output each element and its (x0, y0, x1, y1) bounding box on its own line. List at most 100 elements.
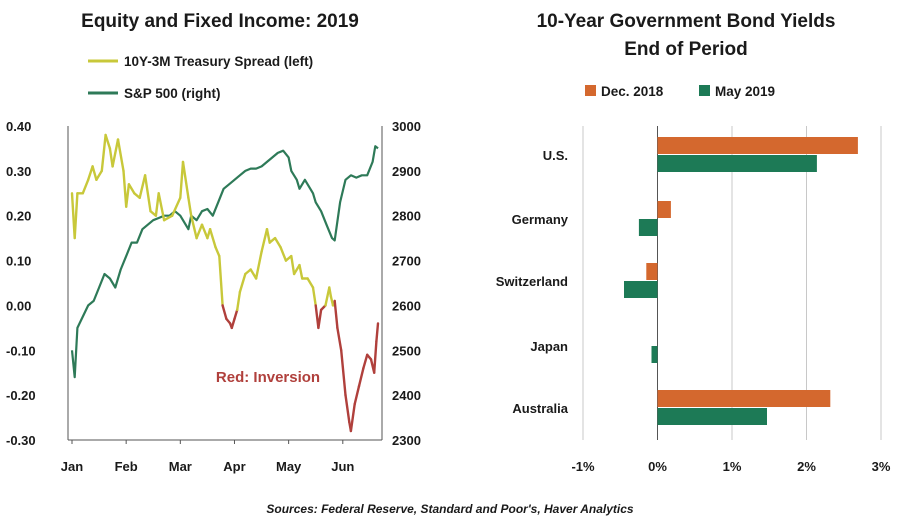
right-chart-title-line2: End of Period (624, 39, 748, 60)
right-y-ticks: 3000 2900 2800 2700 2600 2500 2400 2300 (392, 119, 421, 448)
bar-dec2018 (657, 201, 671, 218)
spread-line-segment (328, 286, 333, 298)
left-y-tick-label: 0.20 (6, 209, 31, 224)
right-y-tick-label: 2300 (392, 433, 421, 448)
left-plot-area (67, 126, 383, 441)
bar-category-label: Switzerland (496, 274, 568, 289)
bar-x-tick-label: 3% (872, 459, 891, 474)
spread-line-segment (298, 263, 304, 280)
legend-label-sp500: S&P 500 (right) (124, 86, 221, 101)
bar-category-label: Germany (512, 212, 569, 227)
equity-fixed-income-chart: Equity and Fixed Income: 2019 10Y-3M Tre… (6, 11, 421, 474)
right-chart-title-line1: 10-Year Government Bond Yields (537, 11, 836, 32)
left-x-tick-label: Mar (169, 459, 192, 474)
source-note: Sources: Federal Reserve, Standard and P… (266, 502, 634, 516)
spread-inversion-segment (362, 353, 369, 370)
spread-inversion-segment (333, 299, 339, 330)
spread-inversion-segment (340, 349, 347, 397)
spread-line-segment (200, 223, 209, 240)
spread-line-segment (116, 138, 125, 173)
spread-inversion-segment (221, 304, 228, 321)
spread-line-segment (311, 286, 317, 307)
bar-x-tick-label: -1% (571, 459, 595, 474)
left-series (70, 133, 380, 433)
inversion-annotation: Red: Inversion (216, 369, 320, 386)
left-x-ticks: Jan Feb Mar Apr May Jun (61, 440, 354, 474)
left-chart-title: Equity and Fixed Income: 2019 (81, 11, 359, 32)
left-y-tick-label: 0.10 (6, 254, 31, 269)
spread-inversion-segment (373, 340, 378, 374)
spread-inversion-segment (357, 367, 365, 388)
right-y-tick-label: 2700 (392, 254, 421, 269)
bar-chart-category-labels: U.S. Germany Switzerland Japan Australia (496, 148, 569, 416)
left-y-tick-label: -0.20 (6, 388, 36, 403)
spread-inversion-segment (375, 322, 380, 343)
bar-dec2018 (646, 263, 658, 280)
spread-line-segment (127, 183, 136, 195)
left-y-tick-label: -0.10 (6, 343, 36, 358)
right-y-tick-label: 3000 (392, 119, 421, 134)
bar-x-tick-label: 2% (797, 459, 816, 474)
spread-line-segment (279, 245, 288, 262)
spread-line-segment (208, 227, 217, 249)
left-x-tick-label: May (276, 459, 302, 474)
legend-swatch-may2019 (699, 85, 710, 96)
spread-line-segment (189, 214, 198, 240)
spread-line-segment (157, 192, 166, 222)
left-x-tick-label: Jun (331, 459, 354, 474)
spread-line-segment (218, 254, 224, 307)
right-y-tick-label: 2900 (392, 164, 421, 179)
bar-chart-gridlines (582, 126, 882, 440)
spread-inversion-segment (344, 393, 351, 424)
spread-inversion-segment (233, 308, 239, 321)
bar-x-tick-label: 0% (648, 459, 667, 474)
spread-line-segment (265, 227, 271, 244)
bar-may2019 (624, 281, 658, 298)
spread-line-segment (86, 165, 94, 182)
spread-line-segment (254, 250, 263, 280)
spread-line-segment (170, 196, 182, 217)
spread-line-segment (195, 223, 204, 240)
spread-line-segment (138, 174, 147, 200)
spread-line-segment (95, 169, 104, 182)
bar-category-label: Japan (530, 339, 568, 354)
spread-line-segment (238, 272, 247, 294)
spread-line-segment (162, 214, 174, 222)
bar-chart-x-ticks: -1% 0% 1% 2% 3% (571, 459, 890, 474)
right-y-tick-label: 2600 (392, 298, 421, 313)
spread-line-segment (187, 196, 193, 217)
legend-label-spread: 10Y-3M Treasury Spread (left) (124, 54, 313, 69)
right-legend: Dec. 2018 May 2019 (585, 84, 775, 99)
right-y-tick-label: 2800 (392, 209, 421, 224)
bar-category-label: Australia (512, 401, 568, 416)
spread-line-segment (235, 290, 242, 312)
spread-line-segment (214, 245, 221, 258)
spread-line-segment (124, 183, 131, 208)
spread-line-segment (111, 138, 120, 168)
spread-line-segment (91, 165, 98, 182)
bar-may2019 (651, 346, 658, 363)
sp500-line (70, 145, 379, 379)
right-y-tick-label: 2500 (392, 343, 421, 358)
left-x-tick-label: Feb (115, 459, 138, 474)
bar-x-tick-label: 1% (723, 459, 742, 474)
right-y-tick-label: 2400 (392, 388, 421, 403)
spread-line-segment (143, 174, 152, 213)
legend-swatch-dec2018 (585, 85, 596, 96)
spread-line-segment (104, 133, 112, 150)
left-y-tick-label: 0.00 (6, 298, 31, 313)
spread-line-segment (306, 277, 315, 289)
bar-category-label: U.S. (543, 148, 568, 163)
spread-inversion-segment (349, 402, 356, 433)
spread-line-segment (81, 178, 90, 195)
left-y-tick-label: 0.40 (6, 119, 31, 134)
bar-may2019 (657, 408, 767, 425)
left-y-tick-label: -0.30 (6, 433, 36, 448)
left-legend: 10Y-3M Treasury Spread (left) S&P 500 (r… (88, 54, 313, 101)
spread-line-segment (260, 227, 269, 253)
left-x-tick-label: Jan (61, 459, 83, 474)
bar-chart-bars (624, 137, 858, 425)
bar-may2019 (657, 155, 817, 172)
spread-line-segment (290, 254, 296, 276)
